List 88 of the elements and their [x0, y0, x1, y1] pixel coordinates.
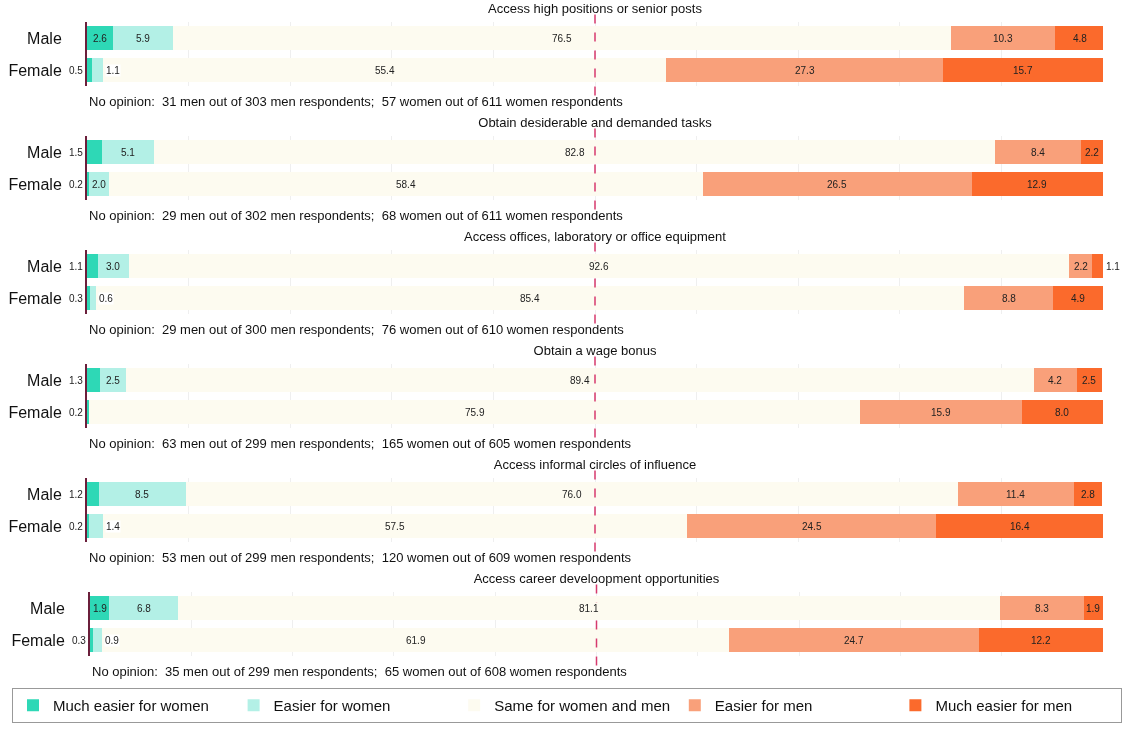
data-label: 1.1 [1106, 261, 1121, 272]
text: No opinion: 53 men out of 299 men respondents; 120 women out of 609 women respondents [89, 550, 632, 565]
data-label: 1.1 [106, 65, 121, 76]
chart-title: Access offices, laboratory or office equipment [464, 229, 727, 245]
data-label: 1.9 [93, 603, 108, 614]
data-label: 2.5 [1082, 375, 1097, 386]
data-label: 11.4 [1006, 489, 1026, 500]
data-label: 2.8 [1081, 489, 1096, 500]
data-label: 8.3 [1035, 603, 1050, 614]
data-label: 0.6 [99, 293, 114, 304]
data-label: 4.2 [1048, 375, 1063, 386]
data-label: 2.5 [106, 375, 121, 386]
data-label: 57.5 [385, 521, 405, 532]
data-label: 85.4 [520, 293, 540, 304]
data-label: 0.2 [69, 521, 84, 532]
text: No opinion: 29 men out of 302 men respondents; 68 women out of 611 women respondents [89, 208, 624, 223]
data-label: 0.9 [105, 635, 120, 646]
data-label: 16.4 [1010, 521, 1030, 532]
data-label: 0.2 [69, 407, 84, 418]
data-label: 27.3 [795, 65, 815, 76]
data-label: 1.1 [69, 261, 84, 272]
data-label: 82.8 [565, 147, 585, 158]
data-label: 4.8 [1073, 33, 1088, 44]
data-label: 1.9 [1086, 603, 1101, 614]
data-label: 81.1 [579, 603, 599, 614]
data-label: 8.4 [1031, 147, 1046, 158]
data-label: 0.2 [69, 179, 84, 190]
data-label: 8.0 [1055, 407, 1070, 418]
text: No opinion: 63 men out of 299 men respondents; 165 women out of 605 women respondents [89, 436, 632, 451]
data-label: 1.4 [106, 521, 121, 532]
data-label: 6.8 [137, 603, 152, 614]
legend-label: Easier for women [273, 697, 391, 715]
y-tick-label: Male [27, 485, 62, 503]
data-label: 2.0 [92, 179, 107, 190]
data-label: 24.5 [802, 521, 822, 532]
chart-title: Access career develoopment opportunities [473, 571, 720, 587]
data-label: 55.4 [375, 65, 395, 76]
y-tick-label: Female [8, 61, 62, 79]
text: No opinion: 29 men out of 300 men respondents; 76 women out of 610 women respondents [89, 322, 625, 337]
text: No opinion: 31 men out of 303 men respondents; 57 women out of 611 women respondents [89, 94, 624, 109]
legend-label: Same for women and men [494, 697, 671, 715]
data-label: 58.4 [396, 179, 416, 190]
data-label: 4.9 [1071, 293, 1086, 304]
legend-label: Much easier for men [935, 697, 1073, 715]
data-label: 24.7 [844, 635, 864, 646]
text: No opinion: 35 men out of 299 men respondents; 65 women out of 608 women respondents [92, 664, 628, 679]
data-label: 89.4 [570, 375, 590, 386]
chart-title: Access high positions or senior posts [488, 1, 703, 17]
data-label: 0.3 [72, 635, 87, 646]
data-label: 92.6 [589, 261, 609, 272]
data-label: 2.6 [93, 33, 108, 44]
data-label: 1.2 [69, 489, 84, 500]
data-label: 15.9 [931, 407, 951, 418]
data-label: 61.9 [406, 635, 426, 646]
legend-label: Easier for men [714, 697, 813, 715]
chart-title: Obtain desiderable and demanded tasks [478, 115, 713, 131]
y-tick-label: Female [8, 175, 62, 193]
legend-label: Much easier for women [53, 697, 209, 715]
y-tick-label: Male [27, 257, 62, 275]
data-label: 8.8 [1002, 293, 1017, 304]
data-label: 12.2 [1031, 635, 1051, 646]
y-tick-label: Female [8, 403, 62, 421]
data-label: 1.3 [69, 375, 84, 386]
chart-title: Obtain a wage bonus [533, 343, 657, 359]
data-label: 8.5 [135, 489, 150, 500]
y-tick-label: Male [27, 29, 62, 47]
data-label: 3.0 [106, 261, 121, 272]
data-label: 2.2 [1074, 261, 1089, 272]
data-label: 12.9 [1027, 179, 1047, 190]
data-label: 10.3 [993, 33, 1013, 44]
data-label: 1.5 [69, 147, 84, 158]
data-label: 5.9 [136, 33, 151, 44]
data-label: 76.5 [552, 33, 572, 44]
y-tick-label: Male [27, 371, 62, 389]
data-label: 0.5 [69, 65, 84, 76]
data-label: 5.1 [121, 147, 136, 158]
y-tick-label: Male [30, 599, 65, 617]
data-label: 15.7 [1013, 65, 1033, 76]
data-label: 2.2 [1085, 147, 1100, 158]
data-label: 75.9 [465, 407, 485, 418]
data-label: 0.3 [69, 293, 84, 304]
y-tick-label: Female [8, 289, 62, 307]
y-tick-label: Female [11, 631, 65, 649]
y-tick-label: Male [27, 143, 62, 161]
data-label: 26.5 [827, 179, 847, 190]
data-label: 76.0 [562, 489, 582, 500]
y-tick-label: Female [8, 517, 62, 535]
chart-title: Access informal circles of influence [493, 457, 697, 473]
